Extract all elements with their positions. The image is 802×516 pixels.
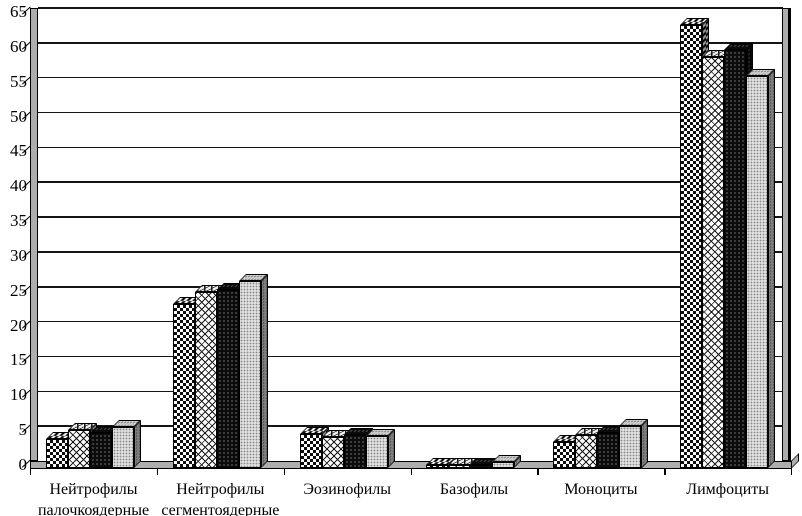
bar-pattern-diamond-lattice (448, 457, 478, 468)
bar-pattern-light-gray-dotted (365, 428, 395, 468)
plot-area (30, 7, 791, 461)
gridline-25 (38, 286, 783, 288)
x-tick-4 (537, 468, 539, 475)
bar-front-face (321, 437, 344, 468)
bar-front-face (553, 442, 576, 468)
gridline-35 (38, 216, 783, 218)
bar-pattern-checkerboard (172, 297, 202, 468)
bar-front-face (746, 75, 769, 468)
gridline-65 (38, 7, 783, 9)
left-wall (30, 8, 38, 461)
bars-layer (30, 8, 791, 468)
bar-front-face (194, 291, 217, 468)
gridline-10 (38, 390, 783, 393)
bar-front-face (238, 280, 261, 468)
gridline-60 (38, 42, 783, 44)
bar-side-face (387, 428, 395, 468)
bar-front-face (45, 438, 68, 468)
bar-pattern-light-gray-dotted (238, 273, 268, 468)
bar-front-face (365, 435, 388, 468)
x-tick-1 (156, 468, 159, 475)
bar-front-face (470, 464, 493, 468)
bar-front-face (597, 433, 620, 468)
chart-floor-right-cap (791, 453, 799, 469)
bar-pattern-diamond-lattice (67, 422, 97, 468)
x-tick-0 (30, 468, 32, 475)
bar-front-face (172, 304, 195, 468)
gridline-15 (38, 355, 783, 358)
y-tick-label-10: 10 (10, 385, 27, 405)
bar-front-face (724, 49, 747, 468)
bar-front-face (343, 434, 366, 468)
y-tick-label-25: 25 (10, 280, 27, 300)
bar-pattern-black-dotted (597, 426, 627, 468)
category-label-1: Нейтрофилы сегментоядерные (161, 481, 280, 516)
bar-front-face (619, 425, 642, 468)
bar-side-face (641, 418, 649, 468)
gridline-5 (38, 425, 783, 427)
x-tick-5 (664, 468, 666, 475)
bar-side-face (133, 419, 141, 468)
category-label-2: Эозинофилы (303, 481, 391, 498)
bar-front-face (575, 434, 598, 468)
bar-pattern-black-dotted (724, 42, 754, 468)
bar-front-face (680, 25, 703, 468)
category-label-5: Лимфоциты (686, 481, 770, 498)
category-label-4: Моноциты (564, 481, 638, 498)
x-tick-6 (791, 468, 793, 475)
y-tick-label-50: 50 (10, 106, 27, 126)
category-label-0: Нейтрофилы палочкоядерные (37, 481, 150, 516)
right-wall (782, 8, 789, 461)
bar-pattern-diamond-lattice (321, 430, 351, 468)
bar-pattern-black-dotted (343, 427, 373, 468)
bar-pattern-light-gray-dotted (492, 455, 522, 468)
y-tick-label-40: 40 (10, 176, 27, 196)
gridline-40 (38, 181, 783, 183)
gridline-50 (38, 111, 783, 114)
bar-front-face (492, 462, 515, 468)
bar-pattern-diamond-lattice (575, 427, 605, 468)
bar-pattern-light-gray-dotted (111, 419, 141, 468)
bar-front-face (426, 465, 449, 468)
gridline-55 (38, 76, 783, 79)
bar-pattern-checkerboard (299, 426, 329, 468)
y-tick-label-20: 20 (10, 315, 27, 335)
bar-pattern-light-gray-dotted (619, 418, 649, 468)
x-tick-2 (283, 468, 286, 475)
bar-pattern-diamond-lattice (702, 49, 732, 468)
bar-front-face (216, 290, 239, 468)
bar-pattern-checkerboard (553, 435, 583, 468)
gridline-30 (38, 251, 783, 253)
bar-pattern-black-dotted (216, 283, 246, 468)
bar-front-face (111, 426, 134, 468)
y-tick-label-55: 55 (10, 71, 27, 91)
y-tick-label-30: 30 (10, 245, 27, 265)
y-tick-label-35: 35 (10, 211, 27, 231)
gridline-45 (38, 146, 783, 149)
bar-front-face (89, 433, 112, 468)
bar-pattern-checkerboard (426, 458, 456, 468)
gridline-20 (38, 320, 783, 323)
bar-front-face (702, 56, 725, 468)
y-tick-label-65: 65 (10, 2, 27, 21)
x-tick-3 (410, 468, 412, 475)
bar-pattern-light-gray-dotted (746, 68, 776, 468)
bar-front-face (67, 429, 90, 468)
bar-pattern-black-dotted (89, 426, 119, 468)
bar-pattern-diamond-lattice (194, 284, 224, 468)
bar-pattern-checkerboard (680, 18, 710, 468)
bar-side-face (768, 68, 776, 468)
bar-front-face (448, 464, 471, 468)
bar-front-face (299, 433, 322, 468)
y-tick-label-15: 15 (10, 350, 27, 370)
y-tick-label-45: 45 (10, 141, 27, 161)
bar-pattern-black-dotted (470, 457, 500, 468)
bar-side-face (260, 273, 268, 468)
y-tick-label-60: 60 (10, 36, 27, 56)
category-label-3: Базофилы (439, 481, 509, 498)
bar-pattern-checkerboard (45, 431, 75, 468)
